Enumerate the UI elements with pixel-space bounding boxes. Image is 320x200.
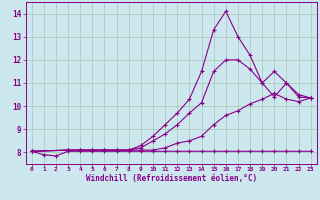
X-axis label: Windchill (Refroidissement éolien,°C): Windchill (Refroidissement éolien,°C) [86, 174, 257, 183]
